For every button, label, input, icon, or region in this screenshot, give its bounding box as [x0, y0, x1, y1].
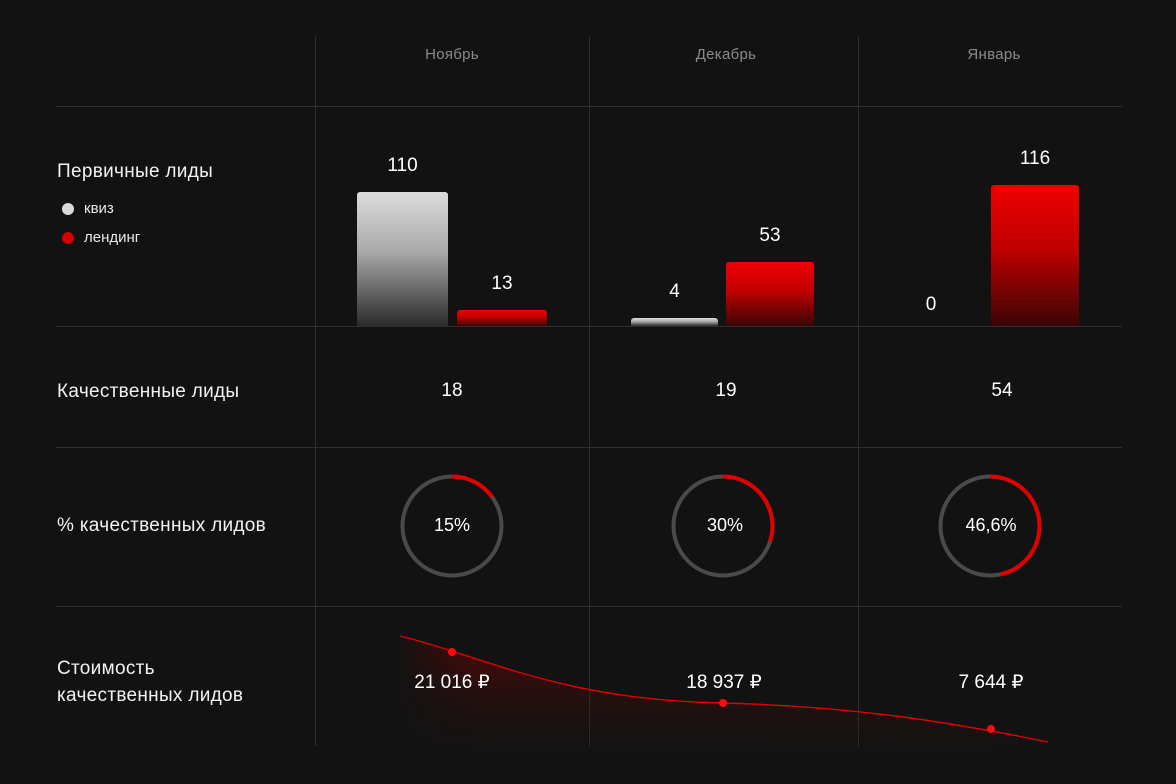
percent-label-nov: 15%: [433, 515, 471, 535]
quality-leads-nov: 18: [441, 380, 463, 401]
cost-value-jan: 7 644 ₽: [958, 672, 1024, 693]
row-label-quality-percent: % качественных лидов: [57, 515, 267, 536]
quality-leads-jan: 54: [991, 380, 1013, 401]
bar-label-quiz-dec: 4: [669, 281, 680, 302]
cost-point-dec: [719, 699, 727, 707]
bar-label-landing-dec: 53: [759, 224, 781, 246]
bar-quiz-nov: [357, 192, 448, 326]
row-divider-1: [56, 106, 1122, 107]
cost-value-dec: 18 937 ₽: [686, 672, 762, 693]
row-label-quality-leads: Качественные лиды: [57, 381, 240, 402]
bar-label-landing-nov: 13: [491, 273, 513, 295]
percent-label-jan: 46,6%: [965, 515, 1017, 535]
ring-progress-dec: [671, 474, 775, 578]
ring-progress-jan: [938, 474, 1042, 578]
percent-label-dec: 30%: [706, 515, 744, 535]
month-header-dec: Декабрь: [695, 46, 757, 63]
bar-landing-nov: [457, 310, 547, 326]
bar-label-quiz-jan: 0: [925, 294, 937, 315]
bar-quiz-dec: [631, 318, 718, 326]
cost-value-nov: 21 016 ₽: [414, 672, 490, 693]
quality-leads-dec: 19: [715, 380, 737, 401]
legend-label-landing: лендинг: [84, 229, 141, 246]
legend-label-quiz: квиз: [84, 200, 114, 217]
bar-landing-jan: [991, 185, 1079, 326]
month-header-jan: Январь: [967, 46, 1021, 63]
ring-progress-nov: [400, 474, 504, 578]
legend-item-landing: лендинг: [62, 229, 140, 246]
cost-point-jan: [987, 725, 995, 733]
column-divider-2: [589, 36, 590, 746]
row-divider-2: [56, 326, 1122, 327]
bar-label-quiz-nov: 110: [387, 155, 418, 177]
row-divider-4: [56, 606, 1122, 607]
column-divider-3: [858, 36, 859, 746]
bar-landing-dec: [726, 261, 814, 326]
column-divider-1: [315, 36, 316, 746]
month-header-nov: Ноябрь: [425, 46, 479, 63]
cost-point-nov: [448, 648, 456, 656]
row-label-primary-leads: Первичные лиды: [57, 161, 214, 182]
bar-label-landing-jan: 116: [1019, 148, 1051, 169]
row-label-cost-line2: качественных лидов: [57, 685, 244, 706]
legend-dot-landing: [62, 231, 74, 244]
row-divider-3: [56, 447, 1122, 448]
row-label-cost-line1: Стоимость: [57, 658, 155, 679]
legend-item-quiz: квиз: [62, 200, 114, 217]
legend-dot-quiz: [62, 202, 74, 215]
